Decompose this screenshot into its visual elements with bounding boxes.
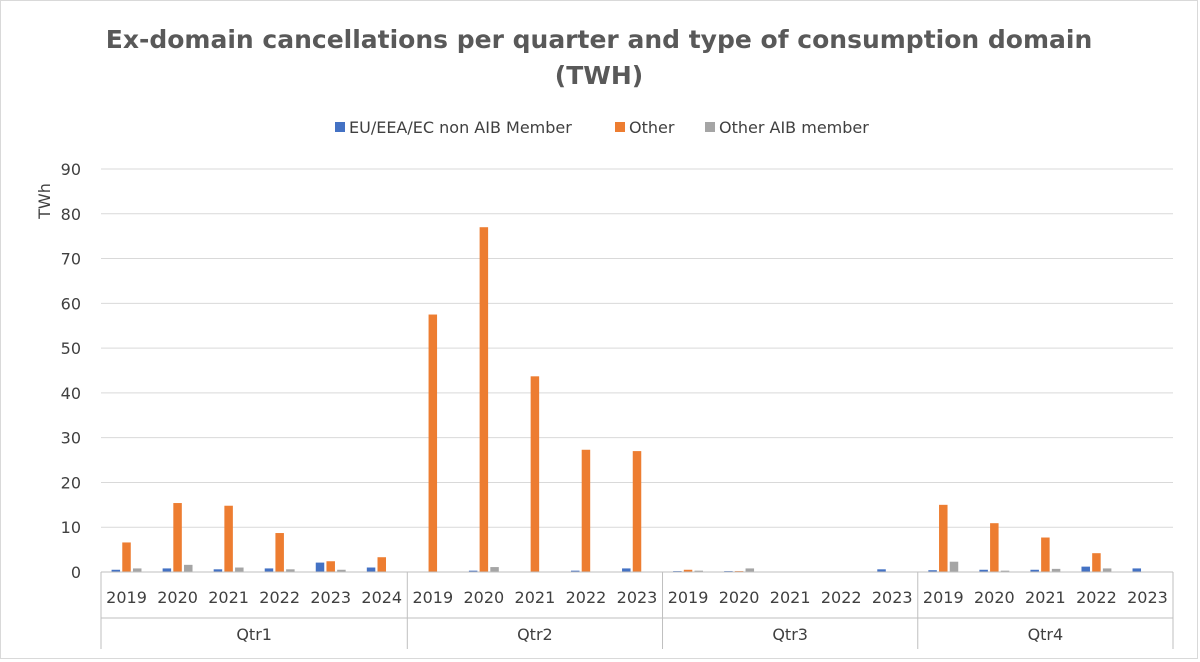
x-tick-label: 2022 (1076, 588, 1117, 607)
x-tick-label: 2021 (1025, 588, 1066, 607)
bar (316, 563, 325, 572)
x-tick-label: 2023 (617, 588, 658, 607)
x-tick-label: 2021 (770, 588, 811, 607)
x-tick-label: 2022 (821, 588, 862, 607)
bar (1081, 567, 1090, 572)
x-tick-label: 2020 (719, 588, 760, 607)
x-group-label: Qtr3 (772, 625, 808, 644)
bar (622, 568, 631, 572)
bar (235, 568, 244, 572)
x-tick-label: 2022 (566, 588, 607, 607)
y-tick-label: 20 (61, 473, 81, 492)
x-group-label: Qtr1 (236, 625, 272, 644)
legend-swatch (335, 122, 345, 132)
legend-label: Other AIB member (719, 118, 869, 137)
x-tick-label: 2019 (668, 588, 709, 607)
x-tick-label: 2023 (1127, 588, 1168, 607)
bar (133, 568, 142, 572)
legend-label: Other (629, 118, 675, 137)
x-tick-label: 2023 (310, 588, 351, 607)
bar (429, 315, 438, 572)
legend-label: EU/EEA/EC non AIB Member (349, 118, 572, 137)
bar (1103, 568, 1112, 572)
bar (275, 533, 284, 572)
y-tick-label: 30 (61, 429, 81, 448)
chart-title-line-1: Ex-domain cancellations per quarter and … (106, 25, 1093, 54)
bar (950, 562, 959, 572)
x-tick-label: 2019 (923, 588, 964, 607)
bar (582, 450, 591, 572)
bar (531, 376, 540, 572)
bar (633, 451, 642, 572)
bar (746, 568, 755, 572)
x-tick-label: 2024 (361, 588, 402, 607)
x-tick-label: 2021 (208, 588, 249, 607)
x-tick-label: 2019 (412, 588, 453, 607)
bars (112, 227, 1141, 572)
x-group-label: Qtr2 (517, 625, 553, 644)
bar (480, 227, 489, 572)
x-axis: 2019 2020 2021 2022 2023 2024 Qtr1 2019 2020 2021… (101, 572, 1173, 649)
bar (990, 523, 999, 572)
x-tick-label: 2022 (259, 588, 300, 607)
y-tick-label: 10 (61, 518, 81, 537)
legend-swatch (615, 122, 625, 132)
x-tick-label: 2020 (974, 588, 1015, 607)
y-tick-label: 0 (71, 563, 81, 582)
y-tick-label: 80 (61, 205, 81, 224)
x-tick-label: 2020 (157, 588, 198, 607)
chart-legend: EU/EEA/EC non AIB Member Other Other AIB m… (335, 118, 869, 137)
x-tick-label: 2019 (106, 588, 147, 607)
y-tick-label: 90 (61, 160, 81, 179)
legend-swatch (705, 122, 715, 132)
x-group-label: Qtr4 (1028, 625, 1064, 644)
bar (163, 568, 172, 572)
bar (1041, 538, 1050, 572)
bar (1133, 568, 1142, 572)
bar (490, 567, 499, 572)
y-tick-label: 40 (61, 384, 81, 403)
bar (1092, 553, 1101, 572)
y-tick-label: 60 (61, 294, 81, 313)
y-axis-ticks: 0 10 20 30 40 50 60 70 80 90 (61, 160, 81, 582)
y-tick-label: 50 (61, 339, 81, 358)
chart-title-line-2: (TWH) (555, 61, 643, 90)
bar (184, 565, 193, 572)
x-tick-label: 2020 (463, 588, 504, 607)
x-tick-label: 2021 (515, 588, 556, 607)
bar (326, 561, 335, 572)
bar (378, 557, 387, 572)
bar (265, 568, 274, 572)
y-tick-label: 70 (61, 250, 81, 269)
bar (173, 503, 182, 572)
bar (224, 506, 233, 572)
bar (939, 505, 948, 572)
y-axis-label: TWh (35, 183, 54, 220)
bar (122, 542, 130, 572)
bar (367, 568, 376, 572)
x-tick-label: 2023 (872, 588, 913, 607)
